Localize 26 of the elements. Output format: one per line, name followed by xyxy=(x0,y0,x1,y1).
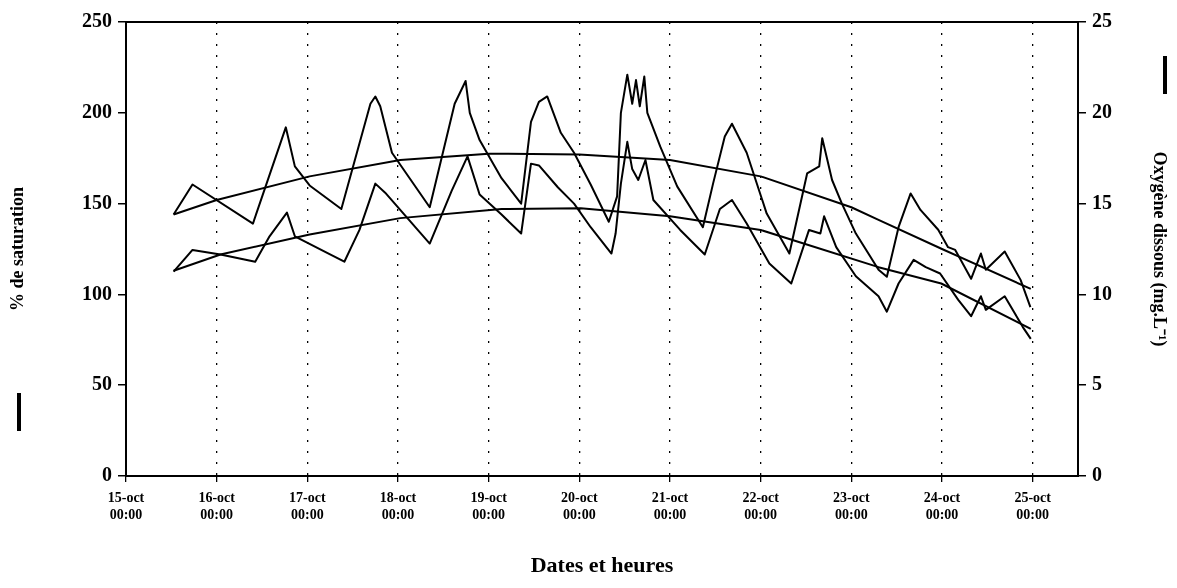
x-tick-label: 23-oct 00:00 xyxy=(833,490,870,522)
y-tick-label: 250 xyxy=(82,9,112,32)
y-tick-label: 50 xyxy=(92,372,112,395)
y2-tick-label: 20 xyxy=(1092,99,1112,122)
y2-axis-title: Oxygène dissous (mg.L⁻¹) xyxy=(1148,151,1170,347)
x-tick-label: 25-oct 00:00 xyxy=(1014,490,1052,522)
x-tick-label: 22-oct 00:00 xyxy=(742,490,780,522)
x-tick-label: 16-oct 00:00 xyxy=(198,490,236,522)
x-tick-label: 24-oct 00:00 xyxy=(923,490,961,522)
y2-tick-label: 5 xyxy=(1092,372,1102,395)
x-tick-label: 20-oct 00:00 xyxy=(561,490,598,522)
x-axis-title: Dates et heures xyxy=(530,552,674,578)
y2-tick-label: 25 xyxy=(1092,9,1112,32)
y-tick-label: 200 xyxy=(82,99,112,122)
x-tick-label: 21-oct 00:00 xyxy=(651,490,689,522)
y-tick-label: 100 xyxy=(82,281,112,304)
y2-tick-label: 15 xyxy=(1092,190,1112,213)
x-tick-label: 19-oct 00:00 xyxy=(470,490,508,522)
y-axis-title: % de saturation xyxy=(7,186,28,312)
y2-tick-label: 0 xyxy=(1092,463,1102,486)
x-tick-label: 15-oct 00:00 xyxy=(107,490,145,522)
x-tick-label: 17-oct 00:00 xyxy=(289,490,326,522)
y-tick-label: 0 xyxy=(102,463,112,486)
y2-tick-label: 10 xyxy=(1092,281,1112,304)
x-tick-label: 18-oct 00:00 xyxy=(379,490,417,522)
y-tick-label: 150 xyxy=(82,190,112,213)
